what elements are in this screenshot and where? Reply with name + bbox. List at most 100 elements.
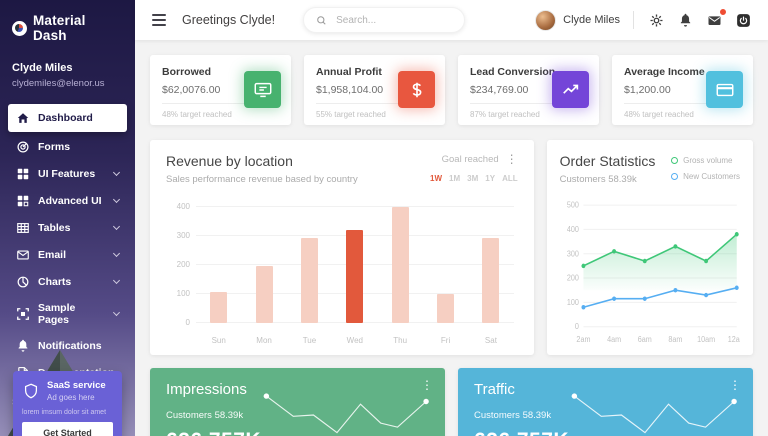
sidebar-item-label: Charts [38,275,72,288]
sidebar-user: Clyde Miles clydemiles@elenor.us [0,53,135,102]
messages-button[interactable] [705,7,727,30]
legend-item-new-customers[interactable]: New Customers [671,172,740,181]
bar-wed [332,207,377,323]
x-label: Mon [256,335,272,345]
ad-body: lorem imsum dolor sit amet [22,409,107,416]
bar-thu [378,206,423,323]
filter-3m[interactable]: 3M [467,174,479,183]
envelope-icon [708,15,721,25]
sidebar-user-email: clydemiles@elenor.us [12,78,105,89]
svg-text:500: 500 [567,200,579,210]
bar-mon [241,207,286,323]
settings-button[interactable] [647,11,666,30]
topbar: Greetings Clyde! Clyde Miles [135,0,768,40]
sidebar-item-label: UI Features [38,167,96,180]
svg-text:2am: 2am [576,334,590,344]
sidebar-item-ui-features[interactable]: UI Features [8,162,127,186]
search-box[interactable] [303,7,466,33]
kebab-menu-icon[interactable]: ⋮ [421,378,433,392]
notifications-button[interactable] [676,11,695,30]
chevron-down-icon [112,195,121,203]
bottom-cards-row: Impressions ⋮ Customers 58.39k 626,757K Tra… [150,368,753,436]
chart-legend: Gross volume New Customers [671,156,740,181]
monitor-icon [244,71,281,108]
svg-text:0: 0 [575,321,579,331]
credit-card-icon [706,71,743,108]
goal-reached-label: Goal reached [441,153,499,165]
order-statistics-title: Order Statistics [559,153,656,169]
sidebar-item-label: Notifications [38,339,102,352]
search-icon [317,15,326,25]
stat-value: $62,0076.00 [162,84,247,104]
brand[interactable]: Material Dash [0,0,135,53]
sidebar-item-forms[interactable]: Forms [8,135,127,159]
stat-caption: 55% target reached [316,110,386,119]
stat-title: Lead Conversion [470,66,556,78]
legend-marker [671,173,679,180]
sidebar-user-name: Clyde Miles [12,62,73,74]
profile-name: Clyde Miles [563,14,620,26]
bar-sat [468,207,513,323]
sidebar-item-advanced-ui[interactable]: Advanced UI [8,189,127,213]
get-started-button[interactable]: Get Started [22,422,113,436]
search-input[interactable] [334,13,453,27]
sidebar-item-label: Forms [38,140,71,153]
sidebar-item-dashboard[interactable]: Dashboard [8,103,127,132]
sidebar-item-notifications[interactable]: Notifications [8,334,127,358]
x-label: Fri [440,335,451,345]
legend-item-gross-volume[interactable]: Gross volume [671,156,740,165]
card-subtitle: Customers 58.39k [166,410,244,421]
revenue-card: Revenue by location Sales performance re… [150,140,534,355]
card-title: Traffic [474,381,515,398]
svg-text:100: 100 [567,297,579,307]
filter-1w[interactable]: 1W [430,174,443,183]
x-label: Tue [302,335,317,345]
svg-text:12am: 12am [727,334,740,344]
chevron-down-icon [113,308,121,316]
svg-text:200: 200 [567,273,579,283]
kebab-menu-icon[interactable]: ⋮ [505,152,518,166]
stat-card-borrowed: Borrowed $62,0076.00 48% target reached [150,55,291,125]
chevron-down-icon [112,249,121,257]
stat-card-average-income: Average Income $1,200.00 48% target reache… [612,55,753,125]
sidebar-item-label: Email [38,248,67,261]
stats-row: Borrowed $62,0076.00 48% target reached Ann… [150,55,753,125]
stat-value: $1,958,104.00 [316,84,401,104]
grid-icon [16,167,30,181]
sidebar-item-sample-pages[interactable]: Sample Pages [8,297,127,331]
filter-1m[interactable]: 1M [449,174,461,183]
order-statistics-subtitle: Customers 58.39k [559,174,637,185]
ad-card: SaaS service Ad goes here lorem imsum do… [13,371,122,436]
brand-logo-icon [12,20,27,36]
message-badge [719,7,727,16]
stat-value: $1,200.00 [624,84,709,104]
filter-1y[interactable]: 1Y [485,174,496,183]
revenue-title: Revenue by location [166,153,293,169]
stat-value: $234,769.00 [470,84,555,104]
bell-icon [16,339,30,353]
menu-toggle-button[interactable] [150,12,168,28]
sparkline-chart [571,393,737,434]
stat-title: Annual Profit [316,66,382,78]
email-icon [16,248,30,262]
svg-text:300: 300 [567,248,579,258]
x-label: Thu [393,335,408,345]
x-label: Sat [484,335,497,345]
ad-tagline: Ad goes here [47,393,95,402]
card-title: Impressions [166,381,247,398]
sidebar-item-tables[interactable]: Tables [8,216,127,240]
card-value: 626,757K [166,429,429,436]
trending-up-icon [552,71,589,108]
power-button[interactable] [734,11,753,30]
table-icon [16,221,30,235]
stat-title: Average Income [624,66,705,78]
sparkline-chart [263,393,429,434]
chevron-down-icon [112,168,121,176]
kebab-menu-icon[interactable]: ⋮ [729,378,741,392]
svg-text:400: 400 [567,224,579,234]
filter-all[interactable]: ALL [502,174,518,183]
profile-menu[interactable]: Clyde Miles [535,9,620,31]
sidebar-item-email[interactable]: Email [8,243,127,267]
sidebar-item-charts[interactable]: Charts [8,270,127,294]
sidebar-item-label: Sample Pages [38,301,76,326]
